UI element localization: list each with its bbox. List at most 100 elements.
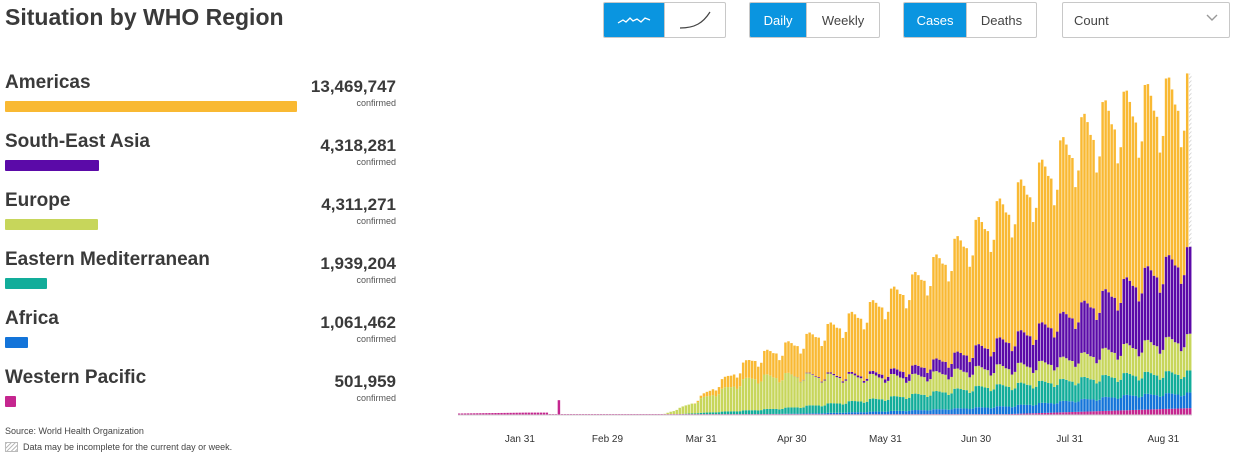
bar-segment-europe	[965, 372, 968, 391]
bar-segment-americas	[1179, 147, 1183, 284]
bar-segment-americas	[877, 306, 881, 375]
region-name: Americas	[5, 72, 91, 93]
bar-segment-eastern-mediterranean	[1047, 383, 1050, 404]
bar-segment-americas	[956, 236, 959, 352]
bar-segment-americas	[899, 293, 902, 372]
bar-segment-eastern-mediterranean	[687, 413, 691, 415]
bar-segment-europe	[1001, 365, 1005, 386]
bar-segment-europe	[1007, 369, 1011, 387]
bar-segment-europe	[874, 375, 878, 399]
weekly-button[interactable]: Weekly	[806, 3, 879, 37]
bar-segment-europe	[877, 377, 881, 400]
bar-segment-africa	[1007, 406, 1011, 415]
bar-segment-eastern-mediterranean	[741, 410, 745, 415]
bar-segment-western-pacific	[1047, 412, 1050, 415]
cases-button[interactable]: Cases	[904, 3, 967, 37]
bar-style-button[interactable]	[604, 3, 664, 37]
bar-segment-south-east-asia	[959, 353, 962, 370]
daily-button[interactable]: Daily	[750, 3, 807, 37]
bar-segment-western-pacific	[1086, 411, 1089, 415]
region-count-unit: confirmed	[356, 216, 396, 226]
bar-segment-europe	[956, 368, 959, 389]
bar-segment-europe	[1149, 342, 1153, 374]
bar-segment-eastern-mediterranean	[850, 400, 854, 413]
bar-segment-eastern-mediterranean	[702, 412, 706, 415]
bar-segment-europe	[1110, 352, 1113, 378]
bar-segment-eastern-mediterranean	[820, 406, 823, 414]
bar-segment-americas	[1083, 113, 1086, 301]
bar-segment-eastern-mediterranean	[808, 405, 811, 414]
bar-segment-western-pacific	[1152, 409, 1156, 415]
bar-segment-africa	[1022, 404, 1026, 414]
bar-segment-americas	[1056, 189, 1059, 332]
bar-segment-eastern-mediterranean	[1167, 371, 1171, 394]
bar-segment-western-pacific	[542, 412, 546, 415]
bar-segment-eastern-mediterranean	[998, 384, 1002, 407]
bar-segment-western-pacific	[1059, 412, 1062, 415]
bar-segment-europe	[1028, 367, 1032, 386]
bar-segment-south-east-asia	[932, 359, 935, 372]
bar-segment-western-pacific	[1031, 413, 1035, 415]
region-item[interactable]: South-East Asia 4,318,281 confirmed	[5, 131, 400, 181]
bar-segment-south-east-asia	[1040, 322, 1044, 361]
bar-segment-americas	[817, 337, 820, 378]
bar-segment-south-east-asia	[971, 357, 974, 375]
bar-segment-western-pacific	[1164, 408, 1168, 415]
bar-segment-eastern-mediterranean	[883, 400, 887, 412]
bar-segment-americas	[989, 251, 993, 357]
bar-segment-western-pacific	[1053, 412, 1056, 415]
bar-segment-eastern-mediterranean	[1101, 375, 1104, 398]
bar-segment-eastern-mediterranean	[892, 396, 896, 411]
bar-segment-africa	[1092, 399, 1095, 412]
bar-segment-africa	[808, 413, 811, 415]
bar-segment-africa	[908, 410, 911, 415]
bar-segment-americas	[953, 238, 956, 353]
bar-segment-africa	[977, 407, 981, 415]
bar-segment-africa	[1155, 395, 1159, 410]
bar-segment-western-pacific	[1037, 413, 1041, 415]
cumulative-style-button[interactable]	[664, 3, 725, 37]
bar-segment-western-pacific	[1089, 411, 1092, 415]
bar-segment-eastern-mediterranean	[1185, 370, 1189, 393]
bar-segment-africa	[968, 409, 971, 415]
bar-segment-africa	[847, 412, 851, 415]
bar-segment-europe	[902, 378, 905, 398]
bar-segment-africa	[932, 409, 935, 415]
region-count-unit: confirmed	[356, 98, 396, 108]
region-name: Europe	[5, 190, 71, 211]
bar-segment-south-east-asia	[1089, 307, 1092, 357]
bar-segment-europe	[741, 379, 745, 411]
bar-segment-africa	[1043, 402, 1047, 413]
scale-select[interactable]: Count	[1062, 2, 1230, 38]
bar-segment-americas	[1028, 197, 1032, 337]
bar-segment-americas	[735, 377, 739, 389]
region-item[interactable]: Europe 4,311,271 confirmed	[5, 190, 400, 240]
bar-segment-africa	[1116, 398, 1119, 411]
bar-segment-americas	[1059, 140, 1062, 314]
bar-segment-eastern-mediterranean	[805, 405, 808, 414]
bar-segment-south-east-asia	[902, 372, 905, 379]
bar-segment-americas	[1034, 207, 1038, 340]
bar-segment-africa	[923, 410, 926, 415]
x-tick-label: Aug 31	[1147, 434, 1179, 445]
incomplete-note-text: Data may be incomplete for the current d…	[23, 442, 233, 452]
bar-segment-europe	[757, 383, 760, 411]
bar-segment-south-east-asia	[1170, 259, 1174, 340]
bar-segment-africa	[1080, 399, 1083, 412]
bar-segment-europe	[880, 378, 884, 400]
deaths-button[interactable]: Deaths	[966, 3, 1036, 37]
bar-segment-africa	[980, 407, 984, 415]
bar-segment-eastern-mediterranean	[995, 384, 999, 407]
region-item[interactable]: Africa 1,061,462 confirmed	[5, 308, 400, 358]
incomplete-note: Data may be incomplete for the current d…	[5, 442, 232, 452]
region-item[interactable]: Eastern Mediterranean 1,939,204 confirmed	[5, 249, 400, 299]
bar-segment-western-pacific	[1182, 408, 1186, 415]
region-item[interactable]: Western Pacific 501,959 confirmed	[5, 367, 400, 417]
bar-segment-americas	[935, 254, 938, 359]
bar-segment-western-pacific	[533, 412, 536, 415]
bar-segment-eastern-mediterranean	[1155, 375, 1159, 396]
region-item[interactable]: Americas 13,469,747 confirmed	[5, 72, 400, 122]
bar-segment-western-pacific	[1028, 413, 1032, 415]
bar-segment-europe	[717, 394, 721, 413]
bar-segment-americas	[738, 373, 742, 387]
